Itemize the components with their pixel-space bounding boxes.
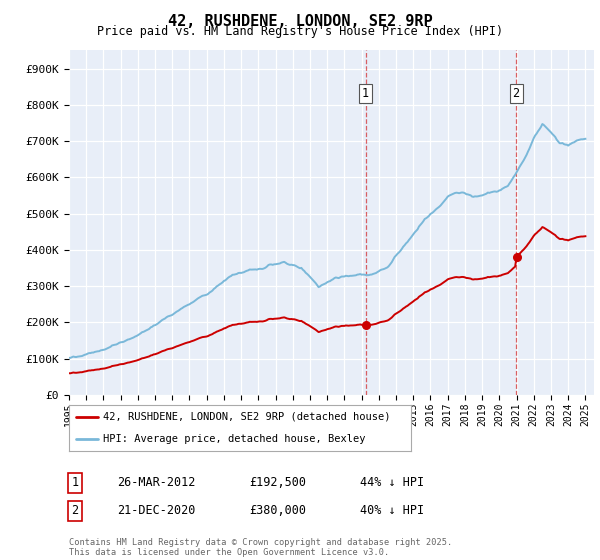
Text: 1: 1: [71, 476, 79, 489]
Text: Price paid vs. HM Land Registry's House Price Index (HPI): Price paid vs. HM Land Registry's House …: [97, 25, 503, 38]
Text: 42, RUSHDENE, LONDON, SE2 9RP: 42, RUSHDENE, LONDON, SE2 9RP: [167, 14, 433, 29]
Text: Contains HM Land Registry data © Crown copyright and database right 2025.
This d: Contains HM Land Registry data © Crown c…: [69, 538, 452, 557]
Text: 2: 2: [71, 504, 79, 517]
Text: 44% ↓ HPI: 44% ↓ HPI: [360, 476, 424, 489]
Text: 1: 1: [362, 87, 369, 100]
Text: £192,500: £192,500: [249, 476, 306, 489]
Text: £380,000: £380,000: [249, 504, 306, 517]
Text: 2: 2: [512, 87, 520, 100]
Text: 26-MAR-2012: 26-MAR-2012: [117, 476, 196, 489]
Text: 42, RUSHDENE, LONDON, SE2 9RP (detached house): 42, RUSHDENE, LONDON, SE2 9RP (detached …: [103, 412, 391, 422]
Text: 40% ↓ HPI: 40% ↓ HPI: [360, 504, 424, 517]
Text: 21-DEC-2020: 21-DEC-2020: [117, 504, 196, 517]
Text: HPI: Average price, detached house, Bexley: HPI: Average price, detached house, Bexl…: [103, 434, 366, 444]
